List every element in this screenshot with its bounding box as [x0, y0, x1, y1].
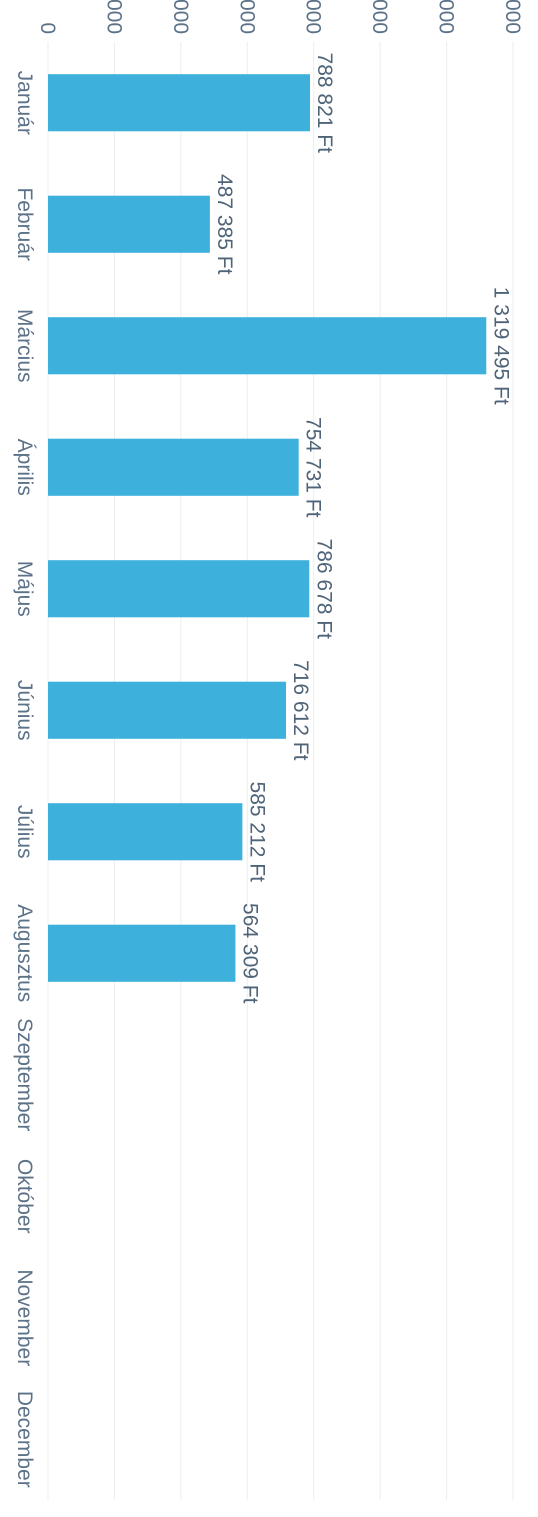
- data-label: 716 612 Ft: [289, 660, 312, 761]
- bar-6: [48, 803, 243, 861]
- bar-1: [48, 195, 210, 253]
- x-category-label: Február: [13, 187, 36, 261]
- bar-5: [48, 681, 287, 739]
- y-tick-label: 600000: [235, 0, 258, 34]
- data-label: 585 212 Ft: [245, 782, 268, 883]
- data-labels: 788 821 Ft 487 385 Ft 1 319 495 Ft 754 731 …: [213, 53, 512, 1004]
- y-tick-label: 0: [36, 22, 59, 34]
- x-category-label: Július: [13, 805, 36, 859]
- x-category-label: Szeptember: [13, 1018, 36, 1131]
- x-category-label: Október: [13, 1159, 36, 1234]
- y-axis-ticks: 0 200000 400000 600000 800000 1000000 1200000 1…: [36, 0, 524, 34]
- bar-2: [48, 317, 487, 375]
- y-tick-label: 200000: [102, 0, 125, 34]
- x-category-label: November: [13, 1269, 36, 1366]
- data-label: 786 678 Ft: [312, 539, 335, 640]
- gridlines: [47, 42, 514, 1500]
- x-category-label: Augusztus: [13, 904, 36, 1002]
- bar-4: [47, 560, 310, 618]
- x-axis-categories: Január Február Március Április Május Június Jú…: [13, 71, 36, 1488]
- y-tick-label: 1000000: [368, 0, 391, 34]
- x-category-label: Május: [13, 561, 36, 617]
- y-tick-label: 1200000: [435, 0, 458, 34]
- data-label: 1 319 495 Ft: [489, 287, 512, 405]
- bars: [47, 74, 487, 982]
- x-category-label: Április: [13, 439, 36, 496]
- y-tick-label: 1400000: [501, 0, 524, 34]
- data-label: 754 731 Ft: [302, 417, 325, 518]
- data-label: 788 821 Ft: [313, 53, 336, 154]
- data-label: 487 385 Ft: [213, 174, 236, 275]
- x-category-label: Január: [13, 71, 36, 135]
- bar-0: [48, 74, 311, 132]
- x-category-label: December: [13, 1391, 36, 1488]
- bar-3: [48, 438, 299, 496]
- y-tick-label: 400000: [169, 0, 192, 34]
- data-label: 564 309 Ft: [238, 903, 261, 1004]
- x-category-label: Június: [13, 680, 36, 741]
- bar-7: [48, 924, 236, 982]
- x-category-label: Március: [13, 309, 36, 383]
- y-tick-label: 800000: [302, 0, 325, 34]
